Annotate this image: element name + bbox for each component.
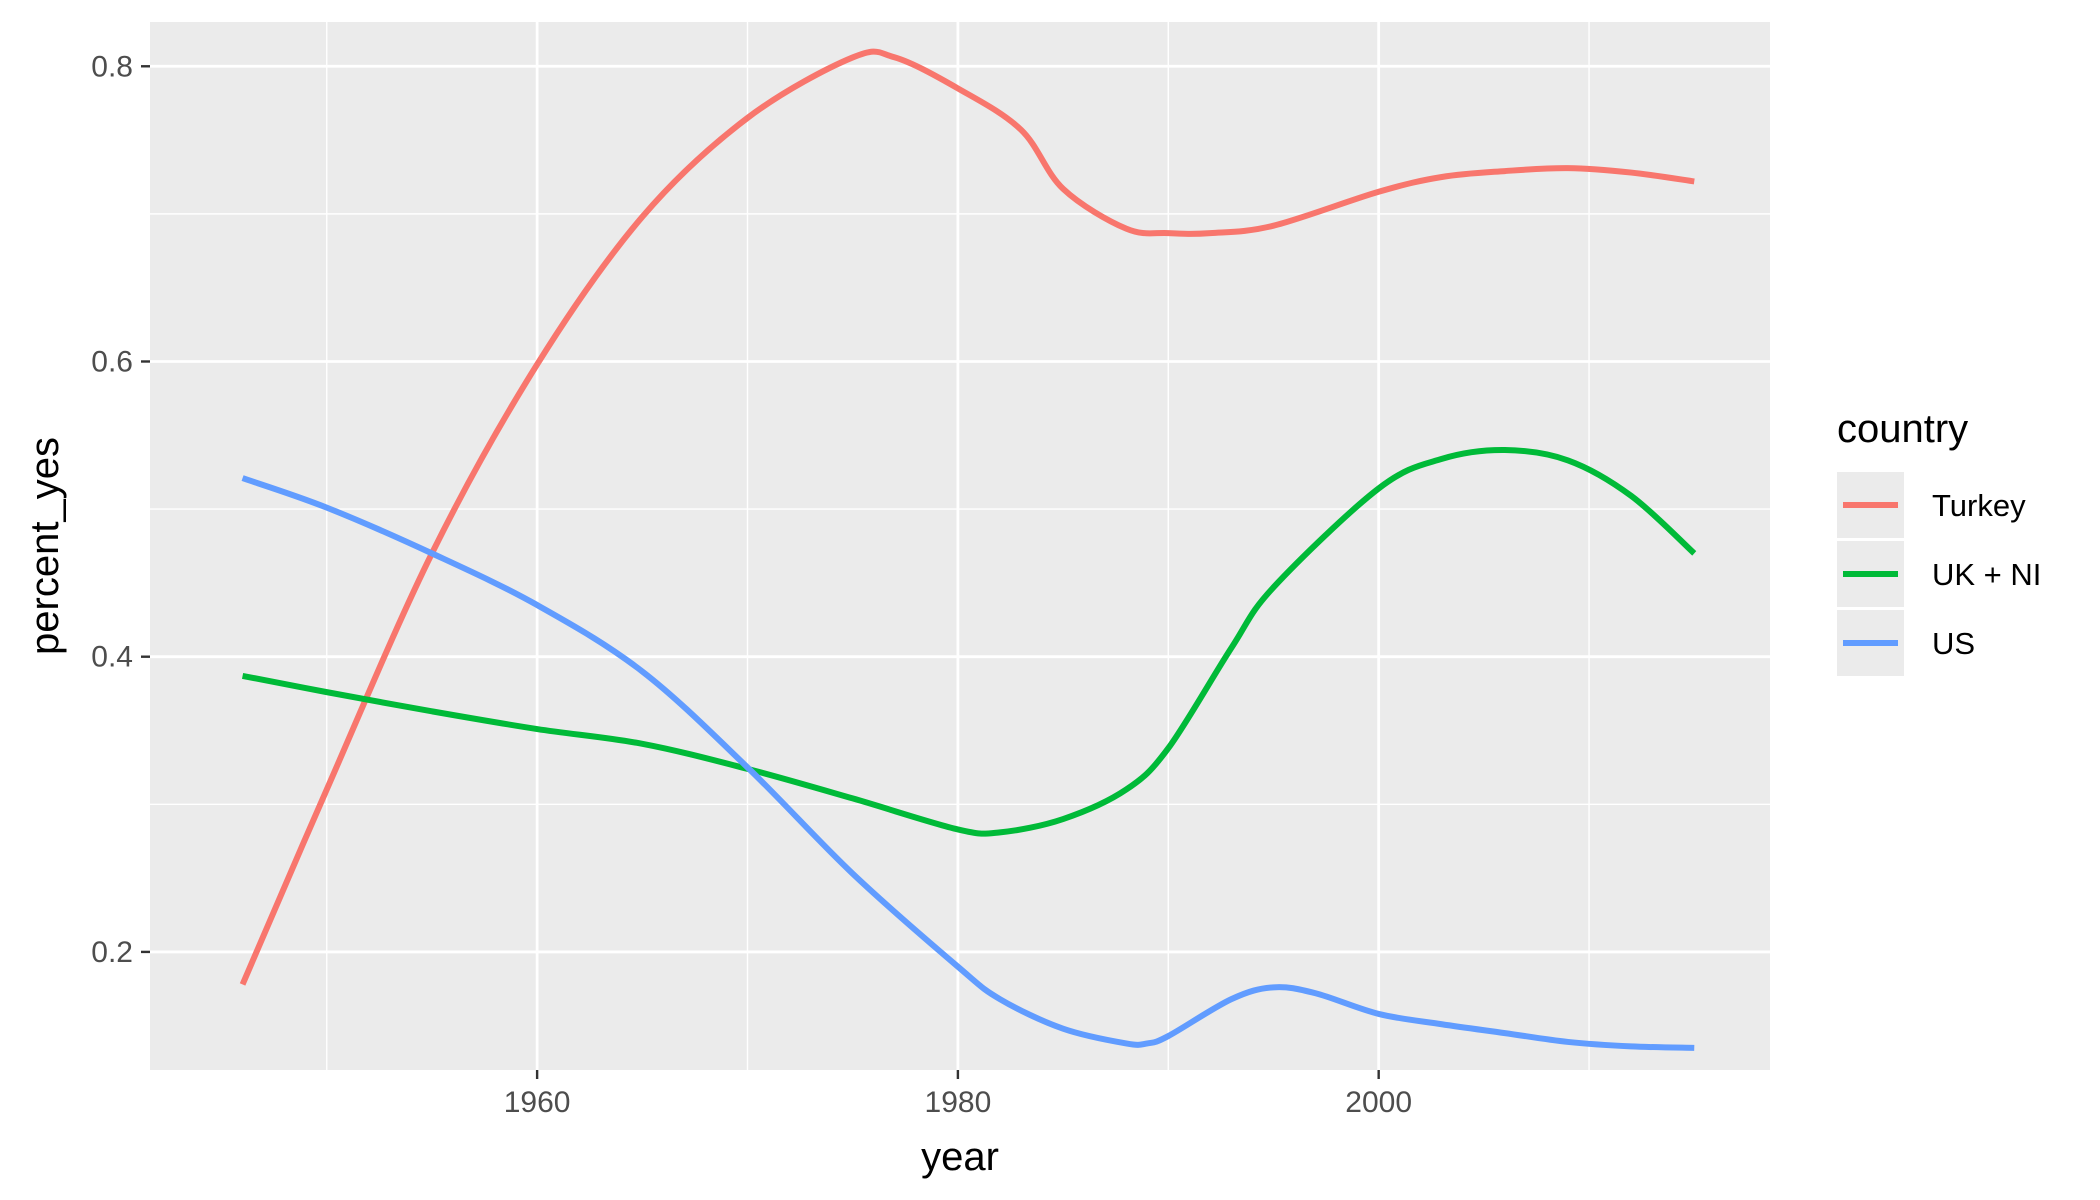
legend-label: UK + NI	[1932, 557, 2041, 592]
legend-items: Turkey UK + NI US	[1837, 472, 2041, 676]
series-line-uk-ni	[242, 447, 1697, 837]
legend-item-turkey: Turkey	[1837, 472, 2026, 538]
y-tick-label: 0.4	[91, 641, 133, 674]
x-tick-label: 1980	[925, 1086, 992, 1119]
x-tick-label: 2000	[1345, 1086, 1412, 1119]
legend-label: US	[1932, 626, 1975, 661]
series-line-turkey	[239, 48, 1695, 986]
plot-panel	[150, 22, 1770, 1070]
y-tick-label: 0.8	[91, 50, 133, 83]
y-tick-label: 0.2	[91, 936, 133, 969]
y-axis-title: percent_yes	[23, 437, 67, 655]
x-axis-title: year	[921, 1135, 999, 1179]
series-lines	[239, 48, 1697, 1051]
legend-title: country	[1837, 407, 1968, 451]
legend-item-us: US	[1837, 610, 1975, 676]
major-gridlines	[150, 22, 1770, 1070]
legend-label: Turkey	[1932, 488, 2026, 523]
y-tick-label: 0.6	[91, 345, 133, 378]
x-tick-label: 1960	[504, 1086, 571, 1119]
legend: country Turkey UK + NI US	[1837, 407, 2041, 676]
minor-gridlines	[150, 22, 1770, 1070]
x-axis: 1960 1980 2000	[504, 1070, 1412, 1119]
series-line-us	[241, 475, 1695, 1051]
y-axis: 0.2 0.4 0.6 0.8	[91, 50, 150, 969]
legend-item-uk-ni: UK + NI	[1837, 541, 2041, 607]
